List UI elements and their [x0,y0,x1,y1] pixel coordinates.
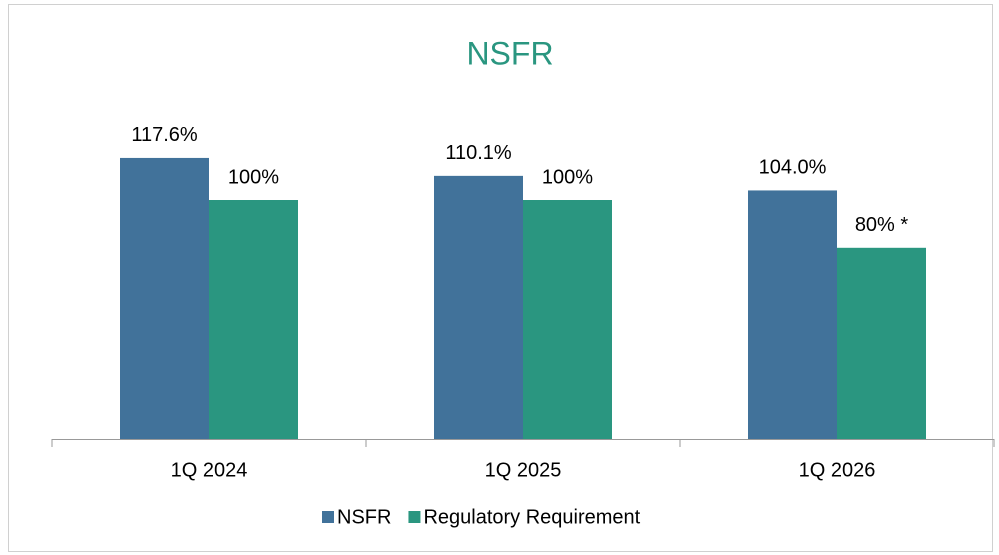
bar [209,200,298,439]
data-label: 110.1% [445,142,512,164]
data-label: 104.0% [759,157,827,179]
bar [120,157,209,439]
x-tick-label: 1Q 2024 [171,459,248,481]
data-label: 100% [542,166,593,188]
x-tick-label: 1Q 2025 [485,459,562,481]
bar [434,175,523,439]
data-label: 80% * [855,214,909,236]
legend-swatch [408,511,421,523]
legend-label: NSFR [337,506,391,528]
bar [837,247,926,439]
bar [748,190,837,439]
x-tick-label: 1Q 2026 [799,459,876,481]
chart-title: NSFR [466,35,553,71]
legend-swatch [322,511,334,523]
data-label: 100% [228,166,279,188]
legend-label: Regulatory Requirement [423,506,640,528]
bar [523,200,612,439]
data-label: 117.6% [131,124,198,146]
